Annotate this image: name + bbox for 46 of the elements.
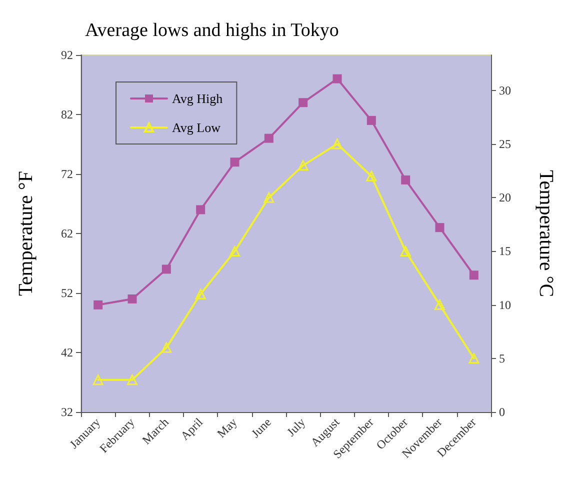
- point: [366, 170, 377, 182]
- point: [401, 175, 410, 184]
- y-tick-label: 32: [61, 405, 73, 419]
- y2-tick-label: 20: [499, 190, 511, 205]
- point: [195, 288, 206, 300]
- point: [92, 374, 104, 386]
- y-axis-title: Temperature °F: [15, 171, 37, 296]
- chart-title: Average lows and highs in Tokyo: [85, 20, 339, 41]
- point: [298, 98, 308, 108]
- point: [264, 134, 274, 143]
- point: [434, 300, 445, 310]
- y-tick-label: 52: [61, 286, 73, 300]
- point: [400, 246, 411, 256]
- point: [161, 342, 172, 353]
- point: [94, 300, 103, 310]
- point: [128, 294, 137, 304]
- y2-tick-label: 15: [499, 244, 511, 258]
- point: [435, 223, 444, 232]
- y-tick-label: 82: [61, 108, 73, 122]
- point: [127, 374, 138, 386]
- point: [162, 264, 171, 274]
- point: [469, 270, 478, 280]
- point: [332, 74, 342, 84]
- point: [196, 205, 206, 214]
- x-tick-label: May: [214, 415, 240, 440]
- point: [468, 353, 480, 364]
- legend-label: Avg High: [172, 91, 224, 106]
- point: [230, 158, 240, 167]
- point: [264, 192, 274, 203]
- y-tick-label: 92: [61, 48, 73, 62]
- point: [230, 246, 240, 256]
- y-tick-label: 42: [61, 346, 73, 360]
- y2-tick-label: 0: [499, 405, 505, 419]
- legend-label: Avg Low: [172, 120, 222, 135]
- point: [332, 138, 342, 150]
- y-tick-label: 72: [61, 167, 73, 181]
- y2-axis-title: Temperature °C: [535, 170, 557, 298]
- y2-tick-label: 25: [499, 136, 511, 151]
- point: [298, 160, 308, 171]
- y2-tick-label: 30: [499, 83, 511, 98]
- y2-tick-label: 5: [499, 351, 505, 366]
- point: [366, 116, 376, 125]
- y-tick-label: 62: [61, 226, 73, 240]
- y2-tick-label: 10: [499, 298, 511, 312]
- x-tick-label: June: [248, 415, 274, 440]
- x-tick-label: July: [284, 415, 308, 440]
